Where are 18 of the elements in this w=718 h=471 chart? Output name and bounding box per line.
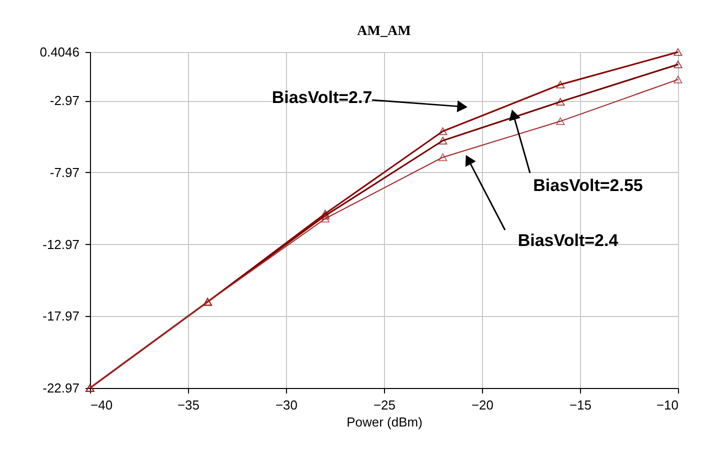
- y-tick-label: -12.97: [42, 236, 80, 252]
- y-tick-label: -7.97: [50, 164, 80, 180]
- annotation: BiasVolt=2.7: [272, 88, 372, 107]
- x-tick-label: −35: [177, 398, 200, 412]
- x-tick-label: −15: [569, 398, 592, 412]
- x-axis-title: Power (dBm): [346, 414, 422, 430]
- y-tick-label: -2.97: [50, 93, 80, 108]
- x-tick-label: −25: [373, 398, 396, 412]
- y-tick-label: 0.4046: [40, 44, 80, 60]
- x-tick-label: −30: [275, 398, 298, 412]
- annotation: BiasVolt=2.55: [533, 176, 643, 195]
- y-tick-label: -17.97: [42, 308, 80, 324]
- chart-title: AM_AM: [357, 24, 411, 39]
- x-tick-label: −10: [656, 398, 678, 412]
- x-tick-label: −40: [90, 398, 113, 412]
- annotation: BiasVolt=2.4: [518, 231, 619, 250]
- y-tick-label: -22.97: [42, 380, 80, 396]
- x-tick-label: −20: [471, 398, 494, 412]
